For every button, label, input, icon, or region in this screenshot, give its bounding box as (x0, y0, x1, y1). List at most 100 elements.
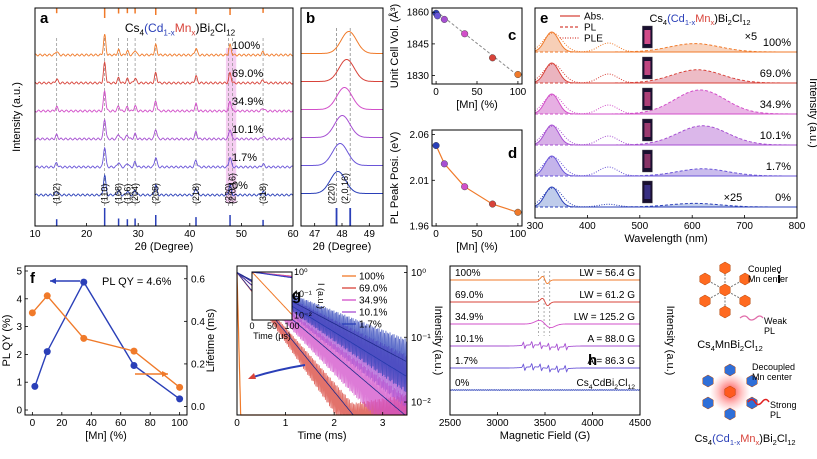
e-ple-line (534, 125, 797, 146)
f-x-tick-label: 0 (30, 418, 36, 429)
f-axes (24, 265, 188, 416)
h-x-tick-label: 3500 (534, 418, 557, 429)
f-arrow-left-head (50, 278, 56, 284)
i-top-mn-site (699, 272, 711, 286)
b-series (301, 171, 383, 194)
f-yl-tick-label: 3 (16, 322, 22, 333)
i-top-mn-center (719, 283, 731, 297)
b-series (301, 143, 383, 166)
i-bottom-formula-part: (Cd (712, 433, 730, 445)
h-ylabel: Intensity (a.u.) (664, 306, 676, 376)
g-ylabel: Intensity (a.u.) (432, 306, 444, 376)
f-yl-tick-label: 0 (16, 406, 22, 417)
g-inset-axes (251, 271, 293, 321)
f-x-tick-label: 20 (56, 418, 68, 429)
i-top-formula-part: MnBi (715, 339, 740, 351)
e-title-part: x (710, 18, 714, 27)
e-pl-line (535, 43, 797, 53)
c-y-tick-label: 1860 (407, 8, 430, 19)
e-title-part: Mn (695, 13, 710, 25)
e-ple-line (534, 156, 797, 177)
a-series-10.1% (34, 118, 293, 141)
f-panel-label: f (30, 270, 36, 287)
h-series-label: 100% (455, 268, 481, 279)
e-title-part: Cl (732, 13, 742, 25)
d-panel-label: d (508, 145, 517, 162)
g-y-tick-label: 10⁻² (411, 398, 431, 409)
e-title-part: 4 (663, 18, 667, 27)
a-ylabel: Intensity (a.u.) (11, 82, 23, 152)
h-series-note-part: Cs (577, 378, 589, 389)
b-panel-label: b (306, 10, 315, 27)
e-x-tick-label: 300 (527, 221, 544, 232)
f-life-point (28, 309, 36, 317)
i-bottom-cd-site (724, 363, 736, 377)
a-series-100% (34, 33, 293, 57)
h-series-note: A = 86.3 G (587, 356, 635, 367)
e-title-part: 2 (728, 18, 732, 27)
e-ple-line (534, 187, 797, 208)
g-inset-xtick: 50 (267, 321, 277, 331)
e-annot-x5: ×5 (745, 31, 758, 43)
a-title-part: 12 (226, 28, 236, 37)
i-bottom-formula-part: )Bi (759, 433, 772, 445)
h-series-note: Cs4CdBi2Cl12 (577, 378, 636, 391)
e-photo (642, 149, 653, 173)
i-bottom-pl: Strong (770, 400, 797, 410)
e-abs-fill (535, 32, 797, 52)
i-bottom-wave (747, 398, 770, 406)
f-x-tick-label: 40 (86, 418, 98, 429)
h-series (450, 340, 640, 352)
e-ylabel: Intensity (a.u.) (807, 78, 817, 148)
i-bottom-formula-part: 1-x (730, 438, 741, 447)
b-x-tick-label: 47 (309, 229, 321, 240)
e-x-tick-label: 400 (579, 221, 596, 232)
a-series-0% (34, 173, 293, 197)
i-top-formula: Cs4MnBi2Cl12 (697, 339, 763, 353)
e-pl-line (535, 89, 797, 115)
g-legend-label: 69.0% (359, 284, 387, 295)
h-x-tick-label: 4000 (581, 418, 604, 429)
d-point (432, 142, 440, 150)
h-x-tick-label: 2500 (439, 418, 462, 429)
h-xlabel: Magnetic Field (G) (500, 430, 590, 442)
b-series (301, 59, 383, 82)
i-top-mn-site (739, 272, 751, 286)
i-top-pl: PL (764, 326, 775, 336)
g-inset-xlabel: Time (μs) (253, 331, 291, 341)
a-series-1.7% (34, 146, 293, 169)
f-plqy-point (31, 382, 39, 390)
a-x-tick-label: 50 (236, 229, 248, 240)
b-ref-label: (220) (327, 183, 337, 204)
i-top-mn-site (719, 261, 731, 275)
a-title-part: (Cd (144, 21, 163, 35)
e-photo (642, 180, 653, 204)
e-annot-x25: ×25 (724, 192, 743, 204)
a-peak-label: (204) (130, 183, 140, 204)
h-series-note: LW = 56.4 G (579, 268, 635, 279)
g-inset-decay (251, 271, 293, 279)
f-arrow-right-head (162, 371, 168, 377)
i-bottom-formula: Cs4(Cd1-xMnx)Bi2Cl12 (694, 433, 795, 447)
a-series-label: 1.7% (232, 152, 257, 164)
h-series-note-part: CdBi (593, 378, 615, 389)
f-plqy-point (130, 362, 138, 370)
i-top-mn-site (739, 294, 751, 308)
a-title-part: Cs (125, 21, 140, 35)
h-series-label: 0% (455, 378, 470, 389)
h-series (450, 362, 640, 374)
e-abs-fill (535, 125, 797, 145)
i-bottom-mn-center (724, 385, 736, 399)
i-top-formula-part: Cs (697, 339, 711, 351)
d-x-tick-label: 100 (510, 229, 527, 240)
c-x-tick-label: 50 (471, 87, 483, 98)
a-series-label: 34.9% (232, 96, 263, 108)
a-axes (34, 7, 294, 227)
h-panel-label: h (588, 352, 597, 369)
a-peak-label: (218) (191, 183, 201, 204)
e-pl-line (535, 202, 797, 208)
h-series-note-part: Cl (618, 378, 627, 389)
g-legend-label: 34.9% (359, 296, 387, 307)
a-x-tick-label: 40 (184, 229, 196, 240)
a-title-part: )Bi (196, 21, 211, 35)
